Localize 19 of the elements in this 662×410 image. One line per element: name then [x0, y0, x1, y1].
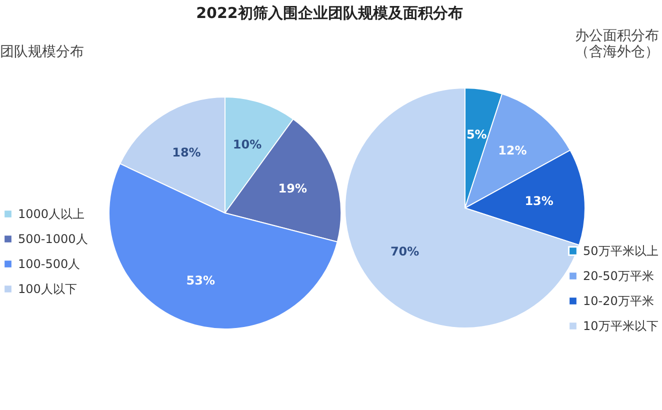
data-label: 12%: [498, 144, 527, 158]
legend-label: 10-20万平米: [583, 294, 654, 308]
chart-title: 2022初筛入围企业团队规模及面积分布: [196, 4, 463, 22]
data-label: 5%: [466, 128, 487, 142]
data-label: 18%: [172, 145, 201, 160]
legend-label: 20-50万平米: [583, 269, 654, 283]
data-label: 13%: [524, 194, 554, 208]
data-label: 10%: [232, 138, 262, 152]
legend-label: 10万平米以下: [583, 319, 658, 333]
legend-label: 1000人以上: [18, 207, 85, 221]
legend-label: 100人以下: [18, 282, 77, 296]
chart-subtitle: 团队规模分布: [0, 44, 84, 60]
data-label: 19%: [278, 182, 308, 196]
legend-label: 50万平米以上: [583, 244, 658, 258]
chart-subtitle: 办公面积分布（含海外仓）: [575, 28, 659, 60]
legend-label: 500-1000人: [18, 232, 88, 246]
legend-label: 100-500人: [18, 257, 80, 271]
data-label: 53%: [186, 274, 216, 288]
data-label: 70%: [390, 244, 420, 259]
